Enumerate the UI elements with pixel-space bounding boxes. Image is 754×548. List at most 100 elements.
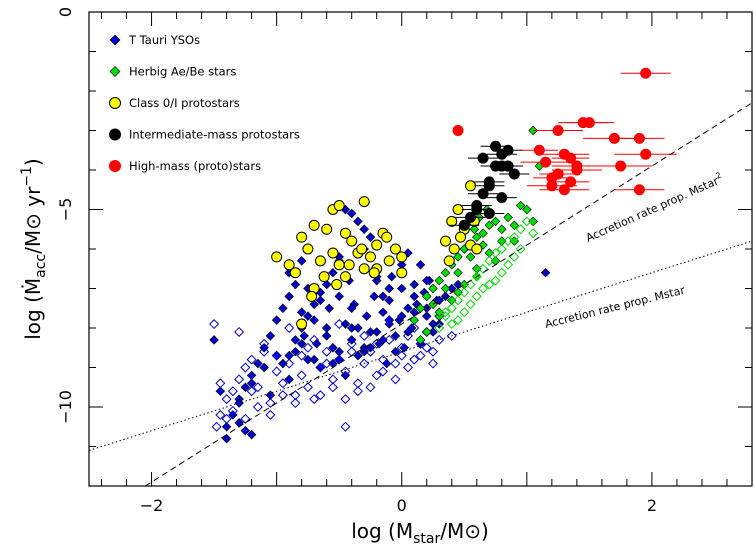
point	[369, 291, 379, 302]
point	[384, 295, 394, 306]
point	[209, 319, 220, 330]
point	[381, 231, 393, 243]
point	[434, 334, 445, 345]
point	[440, 235, 452, 247]
point	[353, 350, 363, 361]
legend-label: Herbig Ae/Be stars	[129, 65, 236, 79]
point	[503, 236, 514, 247]
point	[509, 220, 520, 231]
point	[478, 263, 489, 274]
point	[446, 319, 457, 330]
point	[448, 243, 460, 255]
point	[315, 390, 326, 401]
point	[271, 251, 283, 263]
point	[327, 382, 338, 393]
point	[308, 219, 320, 231]
point	[490, 216, 501, 227]
point	[253, 358, 263, 369]
point	[365, 346, 376, 357]
point	[339, 227, 351, 239]
point	[321, 331, 332, 341]
point	[409, 291, 419, 302]
point	[290, 335, 301, 345]
point	[321, 279, 332, 290]
point	[371, 239, 383, 251]
point	[333, 259, 345, 271]
point	[390, 374, 401, 385]
point	[446, 303, 457, 314]
point	[309, 394, 320, 405]
point	[315, 295, 326, 306]
point	[371, 338, 382, 349]
point	[465, 180, 477, 192]
point	[321, 323, 332, 333]
point	[328, 267, 338, 278]
point	[309, 299, 319, 310]
point	[490, 275, 501, 286]
y-axis-title: log (Ṁacc/M⊙ yr−1)	[19, 158, 49, 340]
point	[496, 243, 507, 255]
point	[415, 338, 426, 349]
point	[321, 346, 332, 357]
point	[484, 279, 495, 290]
annotation-sup: 2	[714, 171, 722, 181]
x-tick-label: −2	[140, 496, 164, 515]
point	[533, 144, 545, 156]
point	[615, 160, 627, 172]
point	[428, 358, 439, 369]
point	[227, 386, 238, 397]
point	[453, 252, 463, 262]
point	[515, 243, 526, 255]
point	[315, 362, 326, 373]
point	[290, 398, 301, 409]
point	[571, 160, 583, 172]
point	[340, 394, 351, 405]
point	[443, 255, 455, 267]
point	[240, 362, 251, 373]
plot-frame	[88, 11, 753, 487]
point	[565, 176, 577, 188]
point	[339, 271, 351, 283]
point	[402, 330, 413, 341]
point	[296, 256, 307, 266]
point	[434, 275, 444, 286]
point	[240, 413, 251, 424]
point	[558, 184, 570, 196]
point	[299, 331, 309, 341]
point	[289, 267, 301, 279]
point	[284, 358, 295, 369]
point	[252, 401, 263, 413]
point	[290, 346, 301, 357]
point	[390, 358, 401, 369]
point	[402, 362, 413, 373]
point	[387, 271, 397, 282]
point	[453, 267, 463, 278]
point	[302, 342, 313, 353]
point	[328, 343, 338, 353]
point	[415, 350, 426, 361]
point	[296, 231, 308, 243]
point	[455, 231, 467, 243]
point	[303, 311, 313, 321]
point	[296, 339, 307, 349]
point	[452, 125, 464, 136]
point	[453, 295, 464, 306]
point	[390, 346, 401, 357]
point	[284, 374, 294, 385]
legend-marker	[109, 160, 121, 172]
point	[522, 204, 532, 215]
point	[396, 267, 408, 279]
point	[528, 228, 539, 239]
point	[318, 271, 330, 283]
point	[528, 216, 538, 227]
y-tick-label: −10	[56, 390, 75, 424]
point	[215, 378, 226, 389]
point	[409, 322, 420, 334]
point	[378, 307, 388, 317]
point	[496, 267, 507, 278]
point	[221, 413, 232, 424]
point	[309, 315, 319, 325]
annotation-mstar2: Accretion rate prop. Mstar2	[583, 171, 725, 245]
